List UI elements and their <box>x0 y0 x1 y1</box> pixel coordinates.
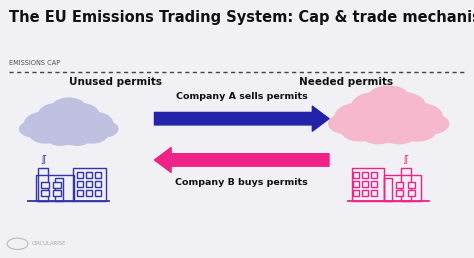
FancyBboxPatch shape <box>396 190 403 196</box>
FancyArrowPatch shape <box>155 148 329 172</box>
FancyBboxPatch shape <box>86 172 92 178</box>
Circle shape <box>399 121 436 141</box>
Circle shape <box>392 103 442 130</box>
FancyBboxPatch shape <box>95 172 101 178</box>
Text: Unused permits: Unused permits <box>69 77 162 87</box>
FancyBboxPatch shape <box>371 181 377 187</box>
FancyBboxPatch shape <box>95 190 101 196</box>
FancyBboxPatch shape <box>353 181 359 187</box>
Text: The EU Emissions Trading System: Cap & trade mechanism: The EU Emissions Trading System: Cap & t… <box>9 10 474 25</box>
FancyBboxPatch shape <box>362 190 368 196</box>
Text: Company A sells permits: Company A sells permits <box>176 92 308 101</box>
Circle shape <box>64 131 90 145</box>
FancyBboxPatch shape <box>77 181 83 187</box>
FancyBboxPatch shape <box>362 181 368 187</box>
Circle shape <box>41 114 97 144</box>
Circle shape <box>53 98 85 116</box>
Circle shape <box>412 114 448 134</box>
Circle shape <box>355 105 422 142</box>
Text: ʃʃ: ʃʃ <box>41 155 47 164</box>
Circle shape <box>88 121 118 137</box>
Circle shape <box>328 114 365 134</box>
Text: CIRCULARISE: CIRCULARISE <box>32 241 67 246</box>
FancyBboxPatch shape <box>353 172 359 178</box>
FancyBboxPatch shape <box>371 190 377 196</box>
Circle shape <box>383 127 415 144</box>
FancyBboxPatch shape <box>77 190 83 196</box>
Circle shape <box>369 86 409 108</box>
Circle shape <box>19 121 49 137</box>
FancyBboxPatch shape <box>371 172 377 178</box>
Circle shape <box>72 112 113 134</box>
FancyBboxPatch shape <box>53 182 61 188</box>
Text: ʃʃ: ʃʃ <box>403 155 409 164</box>
FancyBboxPatch shape <box>53 190 61 196</box>
Circle shape <box>352 93 399 118</box>
Circle shape <box>47 131 73 145</box>
Circle shape <box>335 103 385 130</box>
FancyArrowPatch shape <box>155 106 329 131</box>
FancyBboxPatch shape <box>95 181 101 187</box>
Circle shape <box>30 127 60 143</box>
Circle shape <box>363 127 394 144</box>
Text: EMISSIONS CAP: EMISSIONS CAP <box>9 60 61 66</box>
Circle shape <box>25 112 66 134</box>
Circle shape <box>39 103 77 124</box>
FancyBboxPatch shape <box>86 181 92 187</box>
Text: Needed permits: Needed permits <box>299 77 393 87</box>
FancyBboxPatch shape <box>41 190 49 196</box>
FancyBboxPatch shape <box>77 172 83 178</box>
FancyBboxPatch shape <box>41 182 49 188</box>
Text: Company B buys permits: Company B buys permits <box>175 178 308 187</box>
Circle shape <box>378 93 425 118</box>
FancyBboxPatch shape <box>408 182 415 188</box>
FancyBboxPatch shape <box>396 182 403 188</box>
FancyBboxPatch shape <box>86 190 92 196</box>
Circle shape <box>77 127 107 143</box>
FancyBboxPatch shape <box>408 190 415 196</box>
Circle shape <box>342 121 378 141</box>
FancyBboxPatch shape <box>362 172 368 178</box>
Circle shape <box>60 103 99 124</box>
FancyBboxPatch shape <box>353 190 359 196</box>
